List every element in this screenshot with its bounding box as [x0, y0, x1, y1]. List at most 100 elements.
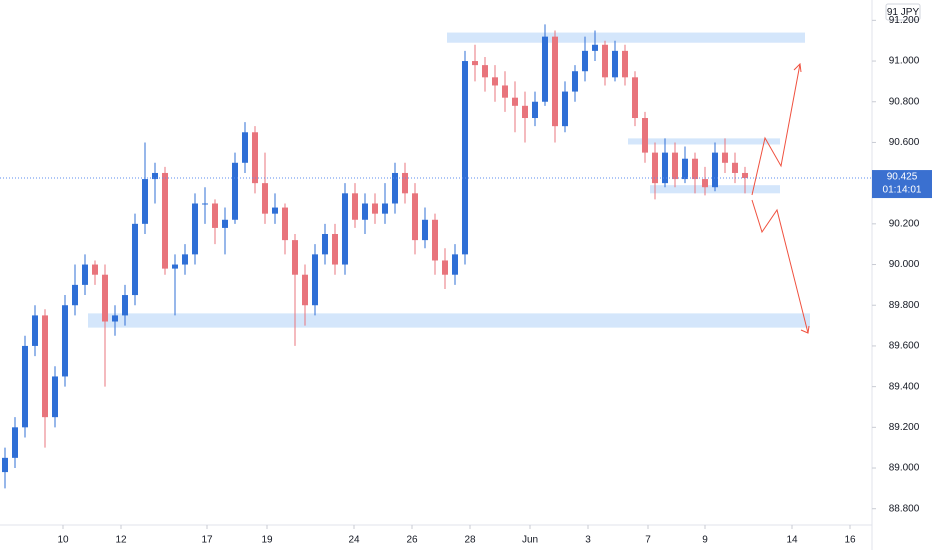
- candle-body: [462, 61, 468, 255]
- candle-body: [232, 162, 238, 220]
- x-tick-label: 10: [57, 535, 69, 546]
- candle-body: [292, 240, 298, 275]
- y-tick-label: 89.800: [889, 300, 920, 311]
- arrow-head: [800, 325, 810, 334]
- candle-body: [402, 172, 408, 194]
- x-tick-label: 26: [406, 535, 418, 546]
- candle-body: [342, 193, 348, 265]
- candle-body: [12, 427, 18, 458]
- candle-body: [492, 77, 498, 86]
- candle-body: [372, 203, 378, 214]
- candle-body: [202, 203, 208, 205]
- candle-body: [222, 219, 228, 228]
- candle-body: [422, 219, 428, 241]
- candle-body: [92, 264, 98, 275]
- candle-body: [622, 50, 628, 78]
- candle-body: [522, 105, 528, 119]
- y-tick-label: 90.200: [889, 218, 920, 229]
- candle-body: [82, 264, 88, 285]
- candle-body: [192, 203, 198, 255]
- y-tick-label: 90.000: [889, 259, 920, 270]
- candle-body: [412, 193, 418, 241]
- y-tick-label: 89.400: [889, 381, 920, 392]
- candle-body: [132, 223, 138, 296]
- candle-body: [322, 234, 328, 255]
- y-tick-label: 91.200: [889, 15, 920, 26]
- projection-arrows: [751, 62, 810, 334]
- zone: [88, 313, 810, 328]
- y-tick-label: 88.800: [889, 503, 920, 514]
- candle-body: [32, 315, 38, 346]
- candle-body: [392, 172, 398, 204]
- candle-body: [692, 158, 698, 180]
- candle-body: [732, 162, 738, 173]
- y-tick-label: 91.000: [889, 56, 920, 67]
- y-tick-label: 89.200: [889, 422, 920, 433]
- candle-body: [592, 44, 598, 51]
- candle-body: [632, 77, 638, 119]
- candle-body: [122, 295, 128, 316]
- candle-body: [672, 152, 678, 180]
- candle-body: [542, 36, 548, 102]
- x-tick-label: 28: [464, 535, 476, 546]
- last-price-box: [872, 170, 932, 199]
- x-tick-label: 9: [702, 535, 708, 546]
- candle-body: [702, 179, 708, 188]
- candle-body: [442, 260, 448, 275]
- y-tick-label: 90.800: [889, 96, 920, 107]
- x-tick-label: 14: [786, 535, 798, 546]
- candle-body: [112, 315, 118, 322]
- candle-body: [352, 193, 358, 220]
- candle-body: [642, 118, 648, 153]
- bullish-path: [751, 63, 801, 196]
- candle-body: [102, 274, 108, 322]
- candle-body: [72, 284, 78, 306]
- candle-body: [722, 152, 728, 163]
- y-tick-label: 89.600: [889, 341, 920, 352]
- x-tick-label: 3: [585, 535, 591, 546]
- last-price-label: 90.425: [887, 172, 918, 183]
- bearish-path: [751, 199, 809, 334]
- zone: [628, 138, 780, 145]
- candle-body: [362, 203, 368, 220]
- candle-body: [182, 254, 188, 265]
- candle-body: [152, 172, 158, 180]
- candle-body: [272, 207, 278, 214]
- candle-body: [482, 65, 488, 78]
- candle-body: [252, 132, 258, 184]
- candle-body: [742, 172, 748, 179]
- candle-body: [712, 152, 718, 188]
- currency-label[interactable]: 91 JPY: [887, 7, 920, 18]
- candle-body: [552, 36, 558, 127]
- candle-body: [382, 203, 388, 214]
- candle-body: [662, 152, 668, 184]
- x-tick-label: Jun: [522, 535, 538, 546]
- x-tick-label: 7: [645, 535, 651, 546]
- x-tick-label: 19: [261, 535, 273, 546]
- candle-body: [302, 274, 308, 306]
- candle-body: [652, 152, 658, 184]
- candle-body: [602, 44, 608, 78]
- candle-body: [242, 132, 248, 163]
- x-tick-label: 12: [115, 535, 127, 546]
- candle-body: [582, 50, 588, 72]
- currency-box[interactable]: [885, 3, 921, 21]
- candle-body: [512, 97, 518, 106]
- candle-body: [432, 219, 438, 261]
- zones: [88, 32, 810, 328]
- y-tick-label: 89.000: [889, 463, 920, 474]
- candle-body: [282, 207, 288, 241]
- zone: [447, 32, 805, 43]
- candle-body: [262, 183, 268, 214]
- candles: [1, 24, 748, 489]
- x-tick-label: 24: [348, 535, 360, 546]
- candle-body: [332, 234, 338, 265]
- y-tick-label: 90.600: [889, 137, 920, 148]
- candle-body: [562, 91, 568, 127]
- candle-body: [572, 71, 578, 92]
- candle-body: [162, 172, 168, 269]
- candle-body: [682, 158, 688, 180]
- candle-body: [52, 376, 58, 418]
- x-tick-label: 16: [844, 535, 856, 546]
